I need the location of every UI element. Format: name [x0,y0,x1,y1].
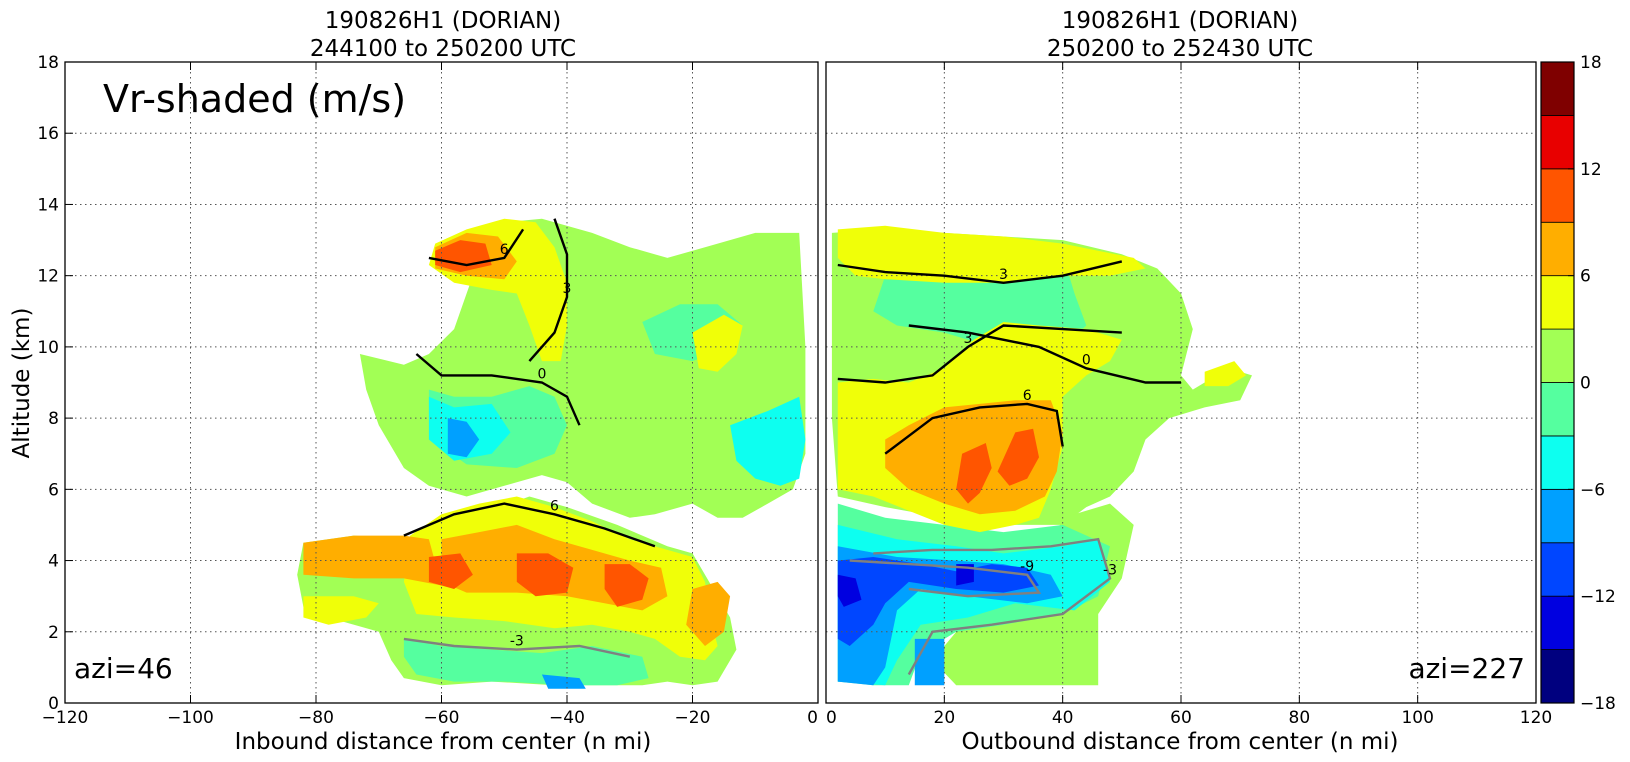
right-contour-label: 0 [1082,352,1091,368]
right-contour-label: 3 [999,267,1008,283]
right-x-tick-label: 120 [1520,708,1552,728]
colorbar-tick-label: 12 [1580,160,1602,180]
right-contour-line-5 [849,559,1042,598]
right-velocity-region-12 [1204,361,1247,387]
colorbar-swatch [1540,542,1575,597]
right-contour-line-4 [873,537,1112,676]
colorbar-swatch [1540,435,1575,490]
left-velocity-region-9 [692,314,743,372]
left-x-tick-label: −80 [298,708,334,728]
left-velocity-region-18 [516,553,574,597]
left-x-axis-label: Inbound distance from center (n mi) [235,729,652,755]
colorbar-swatch [1540,61,1575,116]
left-velocity-region-19 [604,564,649,607]
left-plot-area: 6 6 3 0 -3 −120 −100 −80 −60 −40 −20 0 0 2 4 6 8 10 12 14… [37,53,819,728]
y-tick-label: 10 [37,338,59,358]
right-contour-line-0 [837,260,1123,285]
left-contour-label: -3 [510,634,524,650]
colorbar-swatch [1540,649,1575,704]
left-velocity-region-11 [303,596,379,625]
left-contour-label: 0 [537,367,546,383]
right-contour-line-2 [884,402,1064,455]
right-contour-label: -9 [1020,559,1034,575]
left-x-tick-label: −120 [42,708,89,728]
left-title-line2: 244100 to 250200 UTC [310,36,576,62]
vr-shaded-annotation: Vr-shaded (m/s) [103,77,406,121]
right-x-tick-label: 60 [1170,708,1192,728]
y-tick-label: 12 [37,267,59,287]
y-tick-label: 16 [37,124,59,144]
right-velocity-region-8 [837,574,862,607]
right-x-tick-label: 100 [1401,708,1433,728]
right-x-tick-label: 80 [1289,708,1311,728]
left-contour-line-4 [403,637,631,658]
y-axis-label: Altitude (km) [9,308,35,459]
right-velocity-region-7 [837,557,1039,646]
right-title-line1: 190826H1 (DORIAN) [1062,8,1299,34]
left-contour-line-3 [415,353,581,426]
left-x-tick-label: −20 [675,708,711,728]
right-contour-label: 3 [964,331,973,347]
colorbar-tick-label: −6 [1580,480,1605,500]
left-velocity-region-3 [403,638,649,686]
right-velocity-region-15 [997,428,1039,486]
colorbar-swatch [1540,488,1575,544]
colorbar-tick-label: 18 [1580,53,1602,73]
left-velocity-region-12 [303,535,442,586]
left-contour-line-1 [403,502,656,548]
left-x-tick-label: −100 [167,708,214,728]
colorbar-tick-label: −18 [1580,694,1616,714]
left-x-tick-label: −40 [549,708,585,728]
right-velocity-region-10 [837,225,1146,283]
left-contour-label: 6 [550,498,559,514]
left-contour-label: 3 [563,281,572,297]
y-tick-label: 6 [48,480,59,500]
left-velocity-region-20 [541,674,586,689]
left-title-line1: 190826H1 (DORIAN) [325,8,562,34]
right-x-axis-label: Outbound distance from center (n mi) [962,729,1399,755]
left-velocity-region-6 [730,396,806,486]
y-tick-label: 18 [37,53,59,73]
right-contour-line-3 [908,324,1181,384]
colorbar-swatch [1540,115,1575,170]
colorbar-swatch [1540,275,1575,330]
colorbar: −18 −12 −6 0 6 12 18 [1540,53,1616,714]
colorbar-swatch [1540,168,1575,223]
y-tick-label: 14 [37,195,59,215]
colorbar-tick-label: 6 [1580,267,1591,287]
left-x-tick-label: 0 [807,708,818,728]
y-tick-label: 4 [48,552,59,572]
left-contour-line-0 [428,228,525,267]
y-tick-label: 8 [48,409,59,429]
right-contour-line-1 [837,324,1122,384]
colorbar-tick-label: 0 [1580,374,1591,394]
right-x-tick-label: 40 [1052,708,1074,728]
left-contour-label: 6 [500,242,509,258]
colorbar-tick-label: −12 [1580,587,1616,607]
left-contour-line-2 [528,218,569,362]
right-velocity-region-6 [914,638,945,686]
left-x-tick-label: −60 [424,708,460,728]
y-tick-label: 0 [48,694,59,714]
left-velocity-region-17 [428,553,473,589]
right-velocity-region-9 [956,564,974,586]
right-x-tick-label: 0 [826,708,837,728]
right-x-tick-label: 20 [934,708,956,728]
y-tick-label: 2 [48,623,59,643]
right-contour-label: -3 [1103,562,1117,578]
colorbar-swatch [1540,328,1575,383]
right-azimuth-label: azi=227 [1408,652,1525,685]
colorbar-swatch [1540,595,1575,650]
left-velocity-region-7 [447,418,480,458]
colorbar-swatch [1540,221,1575,277]
right-title-line2: 250200 to 252430 UTC [1047,36,1313,62]
left-azimuth-label: azi=46 [74,652,173,685]
right-contour-label: 6 [1023,388,1032,404]
colorbar-swatch [1540,382,1575,437]
right-velocity-region-14 [956,443,992,504]
left-velocity-region-15 [686,581,731,646]
